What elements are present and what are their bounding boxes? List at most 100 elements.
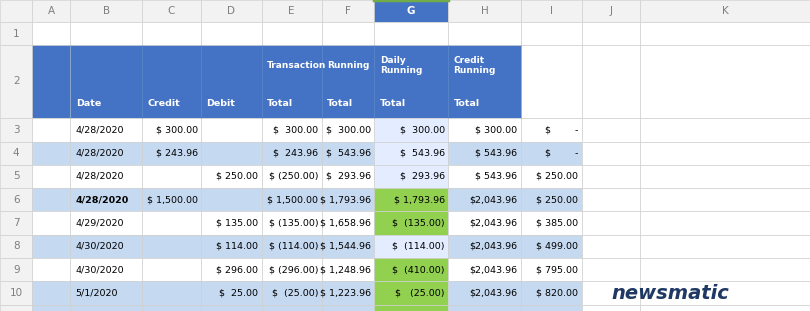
Bar	[70, 142, 142, 165]
Text: newsmatic: newsmatic	[612, 284, 729, 303]
Bar	[521, 188, 582, 211]
Text: $ 820.00: $ 820.00	[536, 289, 578, 298]
Bar	[32, 281, 70, 305]
Bar	[521, 0, 582, 22]
Bar	[640, 22, 810, 45]
Text: 1: 1	[13, 29, 19, 39]
Text: 10: 10	[10, 288, 23, 298]
Text: $ 543.96: $ 543.96	[475, 172, 518, 181]
Bar	[322, 305, 374, 311]
Bar	[640, 305, 810, 311]
Text: $ 250.00: $ 250.00	[216, 172, 258, 181]
Text: 4/28/2020: 4/28/2020	[75, 149, 124, 158]
Bar	[0, 22, 32, 45]
Bar	[322, 118, 374, 142]
Bar	[322, 165, 374, 188]
Text: $ 300.00: $ 300.00	[156, 125, 198, 134]
Text: Total: Total	[526, 99, 552, 108]
Bar	[640, 188, 810, 211]
Bar	[582, 118, 640, 142]
Text: $2,043.96: $2,043.96	[470, 265, 518, 274]
Bar	[70, 22, 142, 45]
Bar	[374, 235, 448, 258]
Text: Total: Total	[267, 99, 293, 108]
Text: $  300.00: $ 300.00	[326, 125, 371, 134]
Text: $  300.00: $ 300.00	[399, 125, 445, 134]
Bar	[262, 281, 322, 305]
Bar	[322, 142, 374, 165]
Bar	[70, 165, 142, 188]
Text: 8: 8	[13, 241, 19, 252]
Text: $ 114.00: $ 114.00	[216, 242, 258, 251]
Text: G: G	[407, 6, 416, 16]
Text: 4/28/2020: 4/28/2020	[75, 172, 124, 181]
Text: Debit: Debit	[207, 99, 236, 108]
Text: $  243.96: $ 243.96	[273, 149, 318, 158]
Text: $  543.96: $ 543.96	[399, 149, 445, 158]
Bar	[322, 211, 374, 235]
Bar	[262, 22, 322, 45]
Text: D: D	[228, 6, 235, 16]
Bar	[322, 0, 374, 22]
Bar	[374, 188, 448, 211]
Bar	[640, 211, 810, 235]
Bar	[201, 235, 262, 258]
Bar	[0, 188, 32, 211]
Text: F: F	[345, 6, 351, 16]
Bar	[32, 305, 70, 311]
Text: $ 1,793.96: $ 1,793.96	[320, 195, 371, 204]
Bar	[262, 235, 322, 258]
Bar	[70, 188, 142, 211]
Text: $ 135.00: $ 135.00	[216, 219, 258, 228]
Bar	[448, 235, 521, 258]
Bar	[0, 118, 32, 142]
Bar	[582, 281, 640, 305]
Bar	[201, 211, 262, 235]
Text: 5: 5	[13, 171, 19, 182]
Bar	[582, 235, 640, 258]
Bar	[201, 0, 262, 22]
Bar	[521, 22, 582, 45]
Bar	[322, 188, 374, 211]
Bar	[374, 142, 448, 165]
Bar	[32, 258, 70, 281]
Text: E: E	[288, 6, 295, 16]
Bar	[322, 281, 374, 305]
Text: 4: 4	[13, 148, 19, 158]
Text: $        -: $ -	[545, 125, 578, 134]
Text: $  (135.00): $ (135.00)	[392, 219, 445, 228]
Bar	[142, 281, 201, 305]
Bar	[0, 235, 32, 258]
Bar	[0, 0, 32, 22]
Bar	[448, 211, 521, 235]
Bar	[262, 305, 322, 311]
Bar	[0, 281, 32, 305]
Bar	[262, 188, 322, 211]
Text: B: B	[103, 6, 109, 16]
Bar	[582, 188, 640, 211]
Text: Transaction: Transaction	[267, 61, 326, 70]
Bar	[640, 165, 810, 188]
Text: 4/28/2020: 4/28/2020	[75, 195, 129, 204]
Text: $ 543.96: $ 543.96	[475, 149, 518, 158]
Text: $ (296.00): $ (296.00)	[269, 265, 318, 274]
Bar	[201, 258, 262, 281]
Text: $ 499.00: $ 499.00	[536, 242, 578, 251]
Bar	[374, 305, 448, 311]
Text: $ 385.00: $ 385.00	[536, 219, 578, 228]
Bar	[582, 45, 640, 118]
Text: 4/29/2020: 4/29/2020	[75, 219, 124, 228]
Text: $ 250.00: $ 250.00	[536, 172, 578, 181]
Bar	[521, 45, 582, 118]
Text: 9: 9	[13, 265, 19, 275]
Bar	[521, 281, 582, 305]
Text: I: I	[550, 6, 552, 16]
Text: C: C	[168, 6, 175, 16]
Bar	[582, 211, 640, 235]
Bar	[0, 165, 32, 188]
Bar	[201, 281, 262, 305]
Text: 3: 3	[13, 125, 19, 135]
Text: A: A	[48, 6, 55, 16]
Text: $ 296.00: $ 296.00	[216, 265, 258, 274]
Bar	[521, 235, 582, 258]
